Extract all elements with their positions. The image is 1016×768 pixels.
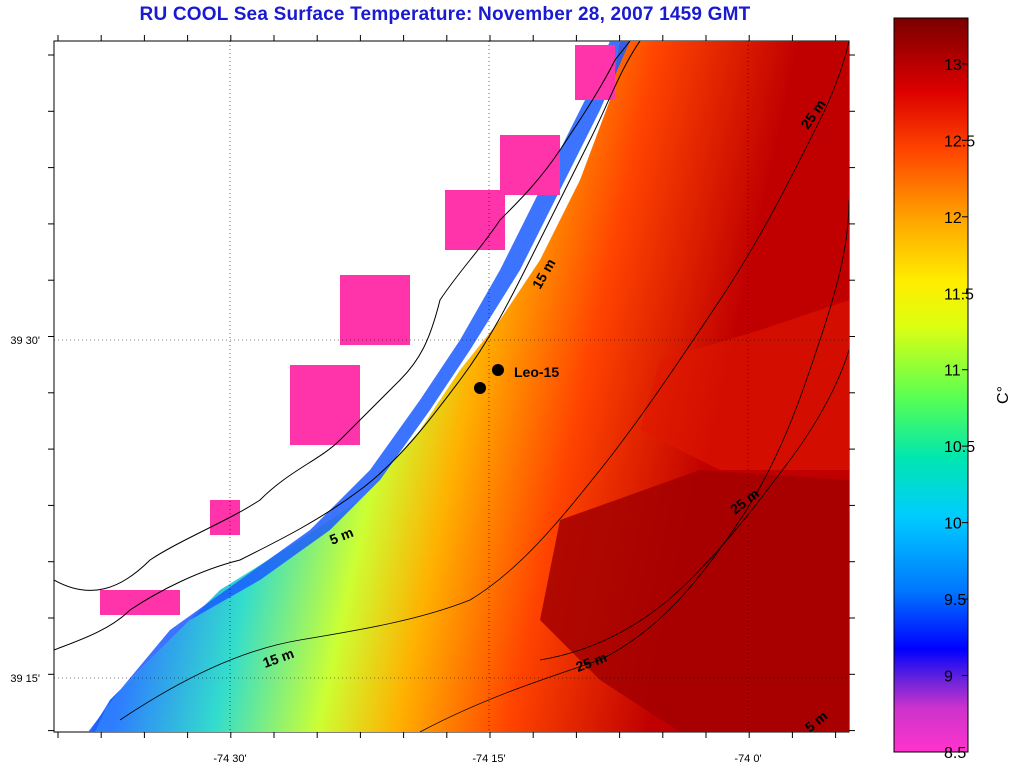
coastline-barrier — [54, 41, 641, 651]
contour-25m-inner — [539, 349, 849, 661]
land-mask — [100, 590, 180, 615]
colorbar-tick-label: 11.5 — [944, 286, 974, 303]
land-mask — [290, 365, 360, 445]
x-tick-label: -74 30' — [213, 753, 246, 765]
colorbar — [893, 17, 969, 753]
colorbar-tick-label: 10 — [944, 516, 962, 533]
land-mask — [210, 500, 240, 535]
land-mask — [500, 135, 560, 195]
land-mask — [445, 190, 505, 250]
colorbar-tick-label: 11 — [944, 363, 961, 380]
colorbar-tick-label: 10.5 — [944, 439, 975, 456]
colorbar-tick-label: 9.5 — [944, 592, 966, 609]
x-tick-label: -74 15' — [472, 753, 505, 765]
x-tick-label: -74 0' — [734, 753, 761, 765]
coastline — [54, 41, 631, 591]
colorbar-tick-label: 8.5 — [944, 745, 966, 762]
colorbar-tick-label: 13 — [944, 57, 962, 74]
contour-15m — [119, 41, 849, 721]
land-mask — [340, 275, 410, 345]
warm-core — [540, 470, 849, 732]
sst-field — [54, 41, 849, 732]
station-marker — [492, 364, 504, 376]
station-marker — [474, 382, 486, 394]
colorbar-tick-label: 12.5 — [944, 133, 975, 150]
axis-ticks — [48, 35, 855, 738]
colorbar-unit: C° — [995, 386, 1012, 404]
map-title: RU COOL Sea Surface Temperature: Novembe… — [139, 4, 751, 25]
colorbar-ticks: 13 12.5 12 11.5 11 10.5 10 9.5 9 8.5 — [944, 57, 975, 762]
colorbar-tick-label: 9 — [944, 669, 953, 686]
y-tick-label: 39 15' — [10, 673, 40, 685]
y-tick-label: 39 30' — [10, 335, 40, 347]
colorbar-tick-label: 12 — [944, 210, 962, 227]
warm-band — [640, 300, 849, 470]
station-label: Leo-15 — [514, 364, 559, 380]
